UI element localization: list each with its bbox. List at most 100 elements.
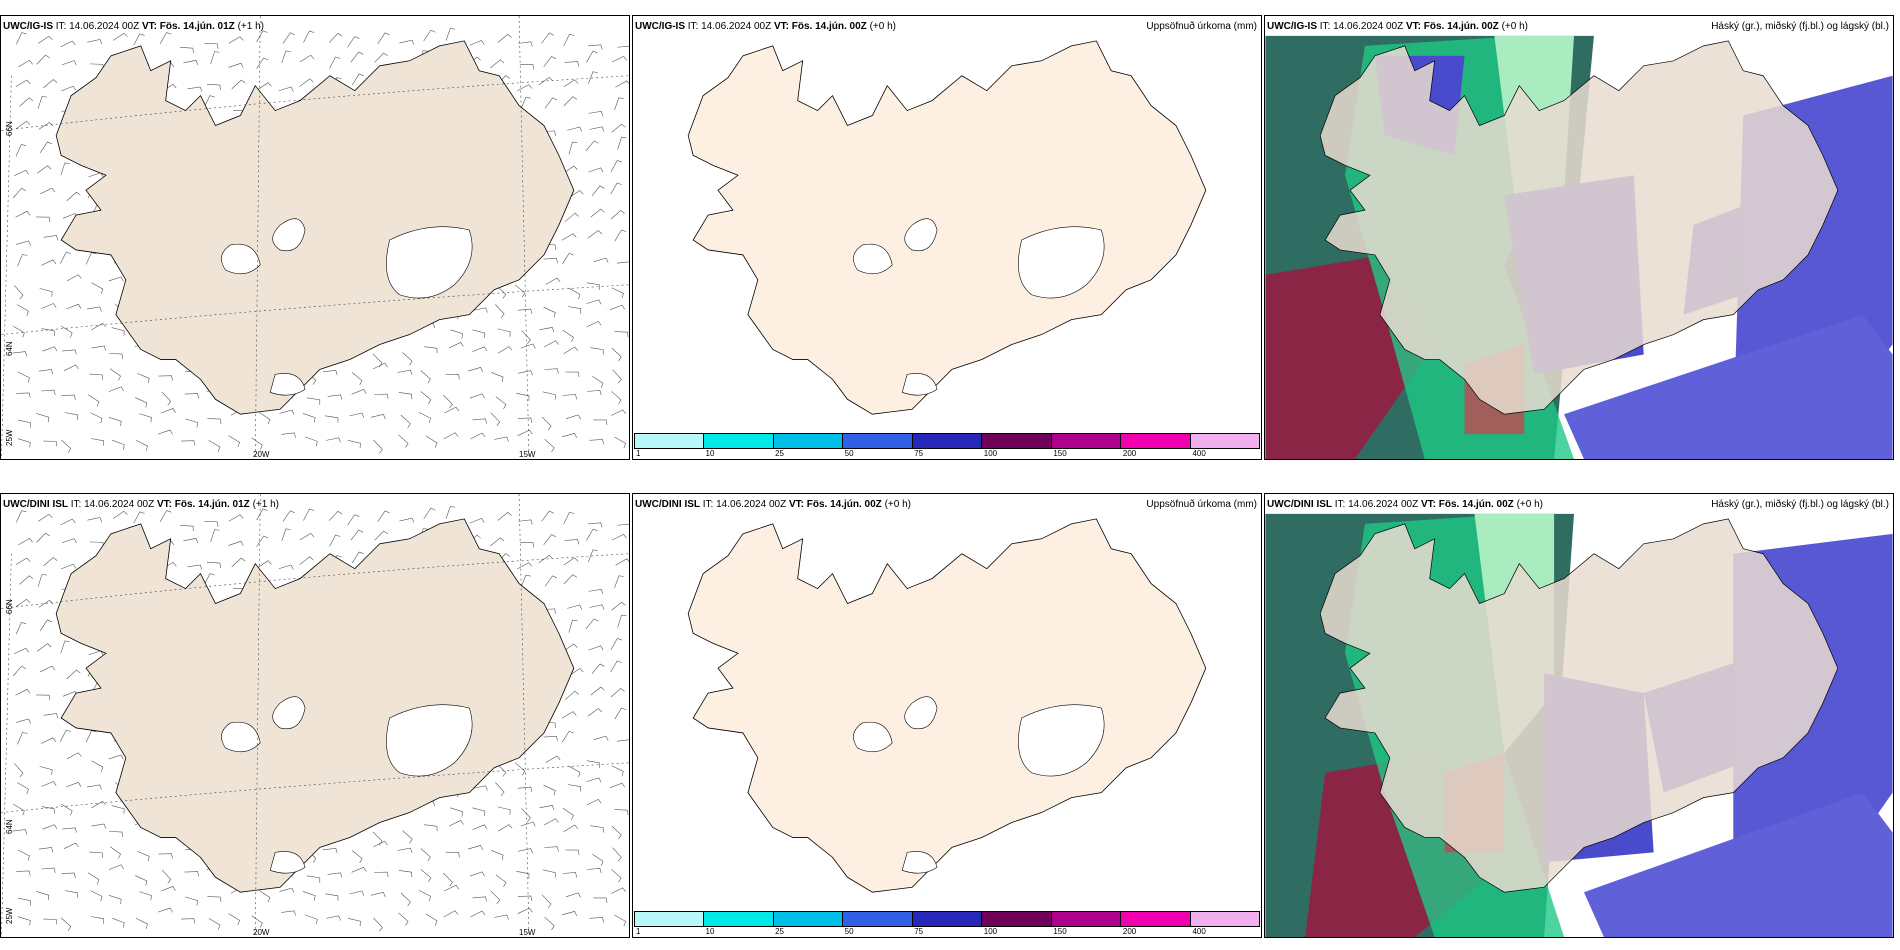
wind-barb xyxy=(37,165,52,174)
wind-barb xyxy=(542,391,556,400)
wind-barb xyxy=(609,304,625,310)
wind-barb xyxy=(87,517,103,523)
wind-barb xyxy=(448,820,464,827)
wind-barb xyxy=(282,510,295,522)
wind-barb xyxy=(281,910,296,916)
wind-barb xyxy=(349,412,365,418)
wind-barb xyxy=(374,52,388,63)
wind-barb xyxy=(108,417,122,427)
wind-barb xyxy=(397,369,413,375)
wind-barb xyxy=(36,413,50,423)
wind-barb xyxy=(448,342,464,349)
wind-barb xyxy=(593,419,608,426)
panel-field-title: Uppsöfnuð úrkoma (mm) xyxy=(1146,21,1257,32)
panel-header: UWC/DINI ISL IT: 14.06.2024 00Z VT: Fös.… xyxy=(3,499,279,510)
wind-barb xyxy=(590,686,605,696)
wind-barb xyxy=(593,897,608,904)
wind-barb xyxy=(567,604,583,610)
wind-barb xyxy=(472,307,488,313)
wind-barb xyxy=(207,418,222,425)
wind-barb xyxy=(39,141,53,153)
wind-barb xyxy=(402,830,413,844)
wind-barb xyxy=(565,849,580,856)
wind-barb xyxy=(85,252,97,265)
wind-barb xyxy=(17,371,30,383)
wind-barb xyxy=(87,784,102,790)
wind-barb xyxy=(611,123,626,133)
colorbar-swatch xyxy=(773,912,844,926)
wind-barb xyxy=(472,824,488,831)
wind-barb xyxy=(231,79,246,90)
wind-barb xyxy=(18,60,33,68)
colorbar-tick-label: 100 xyxy=(983,927,998,936)
wind-barb xyxy=(614,97,624,110)
wind-barb xyxy=(63,364,79,371)
wind-barb xyxy=(609,782,625,788)
wind-barb xyxy=(567,126,583,132)
lon-label-25w: 25W xyxy=(5,429,14,446)
wind-barb xyxy=(520,343,536,349)
wind-barb xyxy=(398,912,409,926)
wind-barb xyxy=(561,233,577,241)
wind-barb xyxy=(591,663,605,675)
wind-barb xyxy=(443,872,453,887)
wind-barb xyxy=(41,867,56,874)
wind-barb xyxy=(228,540,244,546)
wind-barb xyxy=(543,306,556,318)
wind-barb xyxy=(279,887,295,893)
wind-barb xyxy=(496,763,507,777)
wind-barb xyxy=(610,210,625,220)
wind-barb xyxy=(589,126,605,132)
wind-barb xyxy=(543,56,557,68)
wind-barb xyxy=(497,328,511,337)
wind-barb xyxy=(563,574,578,585)
wind-barb xyxy=(347,917,361,927)
wind-barb xyxy=(112,439,125,450)
wind-barb xyxy=(544,340,559,348)
wind-barb xyxy=(420,869,432,883)
wind-barb xyxy=(611,287,624,299)
panel-header: UWC/IG-IS IT: 14.06.2024 00Z VT: Fös. 14… xyxy=(1267,21,1528,32)
wind-barb xyxy=(161,869,172,884)
wind-barb xyxy=(541,32,554,44)
wind-barb xyxy=(544,575,558,587)
wind-barb xyxy=(17,916,31,926)
wind-barb xyxy=(349,890,365,896)
wind-barb xyxy=(490,59,505,69)
wind-barb xyxy=(425,913,438,926)
wind-barb xyxy=(113,32,128,41)
wind-barb xyxy=(398,392,413,400)
wind-barb xyxy=(228,435,241,448)
wind-barb xyxy=(443,394,453,409)
colorbar-tick-label: 150 xyxy=(1053,449,1067,458)
wind-barb xyxy=(610,182,622,195)
wind-barb xyxy=(43,557,58,567)
wind-barb xyxy=(90,412,103,424)
wind-barb xyxy=(180,440,196,446)
colorbar-tick-label: 400 xyxy=(1192,449,1206,458)
wind-barb xyxy=(565,414,581,420)
wind-barb xyxy=(18,538,33,546)
wind-barb xyxy=(490,412,501,427)
wind-barb xyxy=(420,370,431,384)
wind-barb xyxy=(88,872,100,885)
glacier xyxy=(269,373,306,396)
wind-barb xyxy=(418,412,431,424)
wind-barb xyxy=(60,729,71,742)
wind-barb xyxy=(41,781,57,787)
colorbar-swatch xyxy=(1190,912,1259,926)
wind-barb xyxy=(64,890,78,898)
wind-barb xyxy=(587,230,603,239)
wind-barb xyxy=(228,62,244,68)
wind-barb xyxy=(206,83,221,91)
wind-barb xyxy=(562,433,577,439)
wind-barb xyxy=(496,285,507,299)
glacier xyxy=(386,704,473,777)
colorbar-tick-label: 100 xyxy=(983,449,998,458)
colorbar-swatch xyxy=(704,912,774,926)
wind-barb xyxy=(109,846,121,859)
wind-barb xyxy=(587,389,602,396)
wind-barb xyxy=(472,896,487,902)
wind-barb xyxy=(586,320,602,328)
panel-field-title: Háský (gr.), miðský (fj.bl.) og lágský (… xyxy=(1711,499,1889,510)
